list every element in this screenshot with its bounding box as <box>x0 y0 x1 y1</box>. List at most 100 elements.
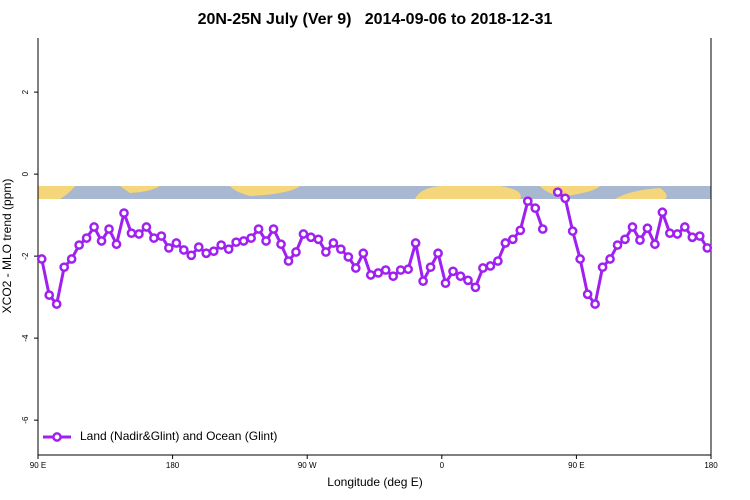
data-point <box>410 238 421 248</box>
data-point <box>156 231 167 241</box>
data-point <box>672 229 683 239</box>
data-point <box>208 246 219 257</box>
data-point <box>635 235 645 245</box>
data-point <box>582 289 593 300</box>
data-point <box>470 282 481 293</box>
x-tick-label: 90 W <box>298 461 317 470</box>
data-point <box>403 264 413 275</box>
data-point <box>201 248 212 259</box>
chart-title: 20N-25N July (Ver 9) 2014-09-06 to 2018-… <box>198 11 553 28</box>
y-tick-label: -2 <box>21 252 30 260</box>
data-point <box>336 244 346 255</box>
data-point <box>126 228 137 239</box>
data-point <box>500 238 511 248</box>
y-tick-label: -4 <box>21 334 30 342</box>
data-point <box>388 271 399 282</box>
data-point <box>253 224 264 234</box>
data-point <box>612 240 623 250</box>
data-point <box>687 232 698 243</box>
data-point <box>418 276 428 286</box>
data-point <box>493 256 503 266</box>
data-point <box>238 236 249 246</box>
legend-marker <box>52 432 62 442</box>
data-point <box>171 238 182 248</box>
data-point <box>358 248 369 259</box>
data-point <box>597 262 608 273</box>
data-point <box>276 239 286 250</box>
data-point <box>141 222 152 232</box>
y-tick-label: 2 <box>21 89 30 94</box>
data-point <box>246 233 256 243</box>
data-point <box>522 196 533 207</box>
data-point <box>657 207 668 218</box>
data-point <box>134 229 144 239</box>
data-point <box>552 187 563 198</box>
data-point <box>605 254 615 264</box>
data-point <box>223 244 234 255</box>
y-axis-title: XCO2 - MLO trend (ppm) <box>0 179 14 314</box>
data-point <box>463 275 473 286</box>
x-tick-label: 90 E <box>568 461 584 470</box>
x-axis-title: Longitude (deg E) <box>327 475 422 489</box>
x-tick-label: 0 <box>440 461 445 470</box>
legend-label: Land (Nadir&Glint) and Ocean (Glint) <box>80 429 277 443</box>
data-point <box>186 250 197 261</box>
data-point <box>567 226 578 236</box>
data-point <box>231 237 242 248</box>
data-point <box>343 252 354 262</box>
data-point <box>178 245 189 255</box>
data-point <box>149 233 159 243</box>
data-point <box>455 271 466 282</box>
data-point <box>679 222 690 232</box>
x-tick-label: 90 E <box>30 461 46 470</box>
data-point <box>164 243 174 253</box>
data-point <box>74 240 84 250</box>
data-point <box>380 265 391 275</box>
data-point <box>261 236 271 246</box>
data-point <box>36 254 47 264</box>
data-point <box>642 223 653 234</box>
data-point <box>448 266 458 277</box>
data-point <box>268 224 279 234</box>
data-point <box>702 243 713 253</box>
data-point <box>350 263 361 273</box>
data-point <box>96 236 107 246</box>
x-tick-label: 180 <box>166 461 180 470</box>
data-point <box>620 234 630 245</box>
data-point <box>560 193 571 204</box>
data-point <box>537 224 548 234</box>
data-point <box>119 208 129 218</box>
data-point <box>365 270 376 280</box>
data-point <box>321 247 331 257</box>
data-point <box>298 229 309 239</box>
data-point <box>81 233 92 243</box>
data-point <box>485 261 496 271</box>
data-point <box>328 238 339 248</box>
data-point <box>216 240 227 250</box>
data-point <box>373 268 384 278</box>
data-point <box>59 262 70 273</box>
data-point <box>650 239 660 250</box>
data-point <box>306 232 316 243</box>
data-point <box>193 242 204 252</box>
data-point <box>313 234 324 245</box>
data-point <box>590 299 600 309</box>
data-point <box>575 254 585 264</box>
data-point <box>44 290 55 300</box>
data-point <box>515 225 526 236</box>
data-point <box>111 239 122 250</box>
data-point <box>478 263 488 273</box>
data-point <box>433 248 443 259</box>
data-point <box>530 203 541 214</box>
map-strip <box>38 186 711 199</box>
series-line <box>40 191 709 308</box>
data-point <box>627 222 638 232</box>
data-point <box>507 234 518 245</box>
data-point <box>291 247 301 257</box>
y-tick-label: 0 <box>21 171 30 176</box>
data-point <box>283 256 294 266</box>
data-point <box>665 228 675 239</box>
x-tick-label: 180 <box>704 461 718 470</box>
